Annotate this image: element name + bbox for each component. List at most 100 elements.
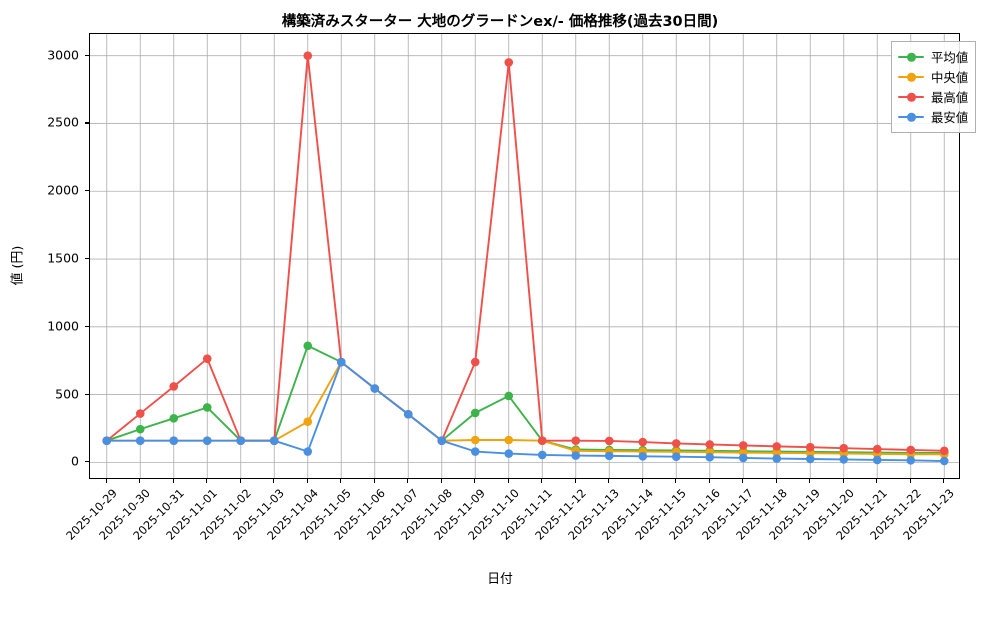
data-point [336,357,346,367]
data-point [805,442,815,452]
data-point [202,436,212,445]
data-point [537,436,547,445]
data-point [135,436,145,445]
legend-swatch-icon [898,92,924,102]
data-point [738,441,748,450]
data-point [303,51,313,60]
data-point [872,444,882,454]
y-axis-ticks: 2025-10-29 2025-10-30 2025-10-31 2025-11-01… [47,47,957,543]
x-tick-mark [742,479,744,483]
data-point [906,445,916,455]
y-tick-label: 0 [71,453,79,469]
x-tick-mark [440,479,442,483]
y-tick-label: 500 [55,386,79,402]
data-point [537,450,547,460]
page-title: 構築済みスターター 大地のグラードンex/- 価格推移(過去30日間) [281,14,719,30]
data-point [135,424,145,434]
y-tick-mark [85,122,89,124]
x-tick-mark [842,479,844,483]
y-tick-mark [85,325,89,327]
y-tick-mark [85,461,89,463]
legend-swatch-icon [898,52,924,62]
data-point [705,452,715,462]
data-point [504,449,514,458]
y-tick-label: 2500 [47,114,79,130]
data-point [671,452,681,461]
x-tick-mark [708,479,710,483]
data-point [604,436,614,446]
data-series-layer [102,51,949,466]
x-tick-mark [909,479,911,483]
data-point [202,354,212,363]
x-tick-mark [675,479,677,483]
legend-marker-icon [907,92,916,102]
legend-marker-icon [907,112,916,122]
data-point [236,436,246,445]
chart-figure: 構築済みスターター 大地のグラードンex/- 価格推移(過去30日間) 2025… [10,14,977,587]
y-axis-label: 値 (円) [10,245,26,286]
data-point [939,446,949,456]
data-point [169,414,179,423]
data-point [872,455,882,465]
x-tick-mark [876,479,878,483]
data-point [772,442,782,451]
data-point [504,391,514,401]
x-tick-mark [809,479,811,483]
data-point [269,436,279,445]
x-tick-mark [105,479,107,483]
x-tick-mark [541,479,543,483]
x-tick-mark [306,479,308,483]
y-tick-label: 2000 [47,182,79,198]
data-point [437,436,447,445]
legend-marker-icon [907,52,916,62]
data-point [470,357,480,367]
data-point [939,456,949,466]
legend-label: 最高値 [931,90,969,105]
data-point [571,436,581,445]
y-tick-label: 1500 [47,250,79,266]
x-tick-mark [641,479,643,483]
x-tick-mark [340,479,342,483]
legend-item-中央値: 中央値 [898,67,968,87]
data-point [504,435,514,445]
data-point [805,454,815,464]
data-point [470,447,480,456]
x-tick-mark [206,479,208,483]
y-tick-mark [85,393,89,395]
x-tick-mark [172,479,174,483]
data-point [470,435,480,445]
plot-area [89,33,960,479]
data-point [303,341,313,351]
data-point [839,455,849,464]
x-tick-mark [373,479,375,483]
x-tick-mark [407,479,409,483]
x-tick-mark [239,479,241,483]
y-tick-mark [85,54,89,56]
legend-marker-icon [907,72,916,82]
legend-swatch-icon [898,72,924,82]
data-point [705,440,715,449]
data-point [638,451,648,461]
data-point [135,409,145,418]
data-point [403,409,413,419]
x-axis-label: 日付 [487,572,513,587]
data-point [604,451,614,461]
y-tick-label: 1000 [47,318,79,334]
y-tick-mark [85,258,89,260]
data-point [671,439,681,448]
legend-item-平均値: 平均値 [898,47,968,67]
data-point [102,436,112,445]
legend-item-最高値: 最高値 [898,87,968,107]
data-point [638,437,648,447]
data-point [303,447,313,456]
data-point [906,456,916,465]
data-point [202,403,212,412]
y-tick-label: 3000 [47,47,79,63]
legend-item-最安値: 最安値 [898,107,968,127]
data-point [571,451,581,460]
data-point [839,443,849,453]
x-tick-mark [608,479,610,483]
y-tick-mark [85,190,89,192]
x-tick-mark [273,479,275,483]
x-tick-mark [139,479,141,483]
